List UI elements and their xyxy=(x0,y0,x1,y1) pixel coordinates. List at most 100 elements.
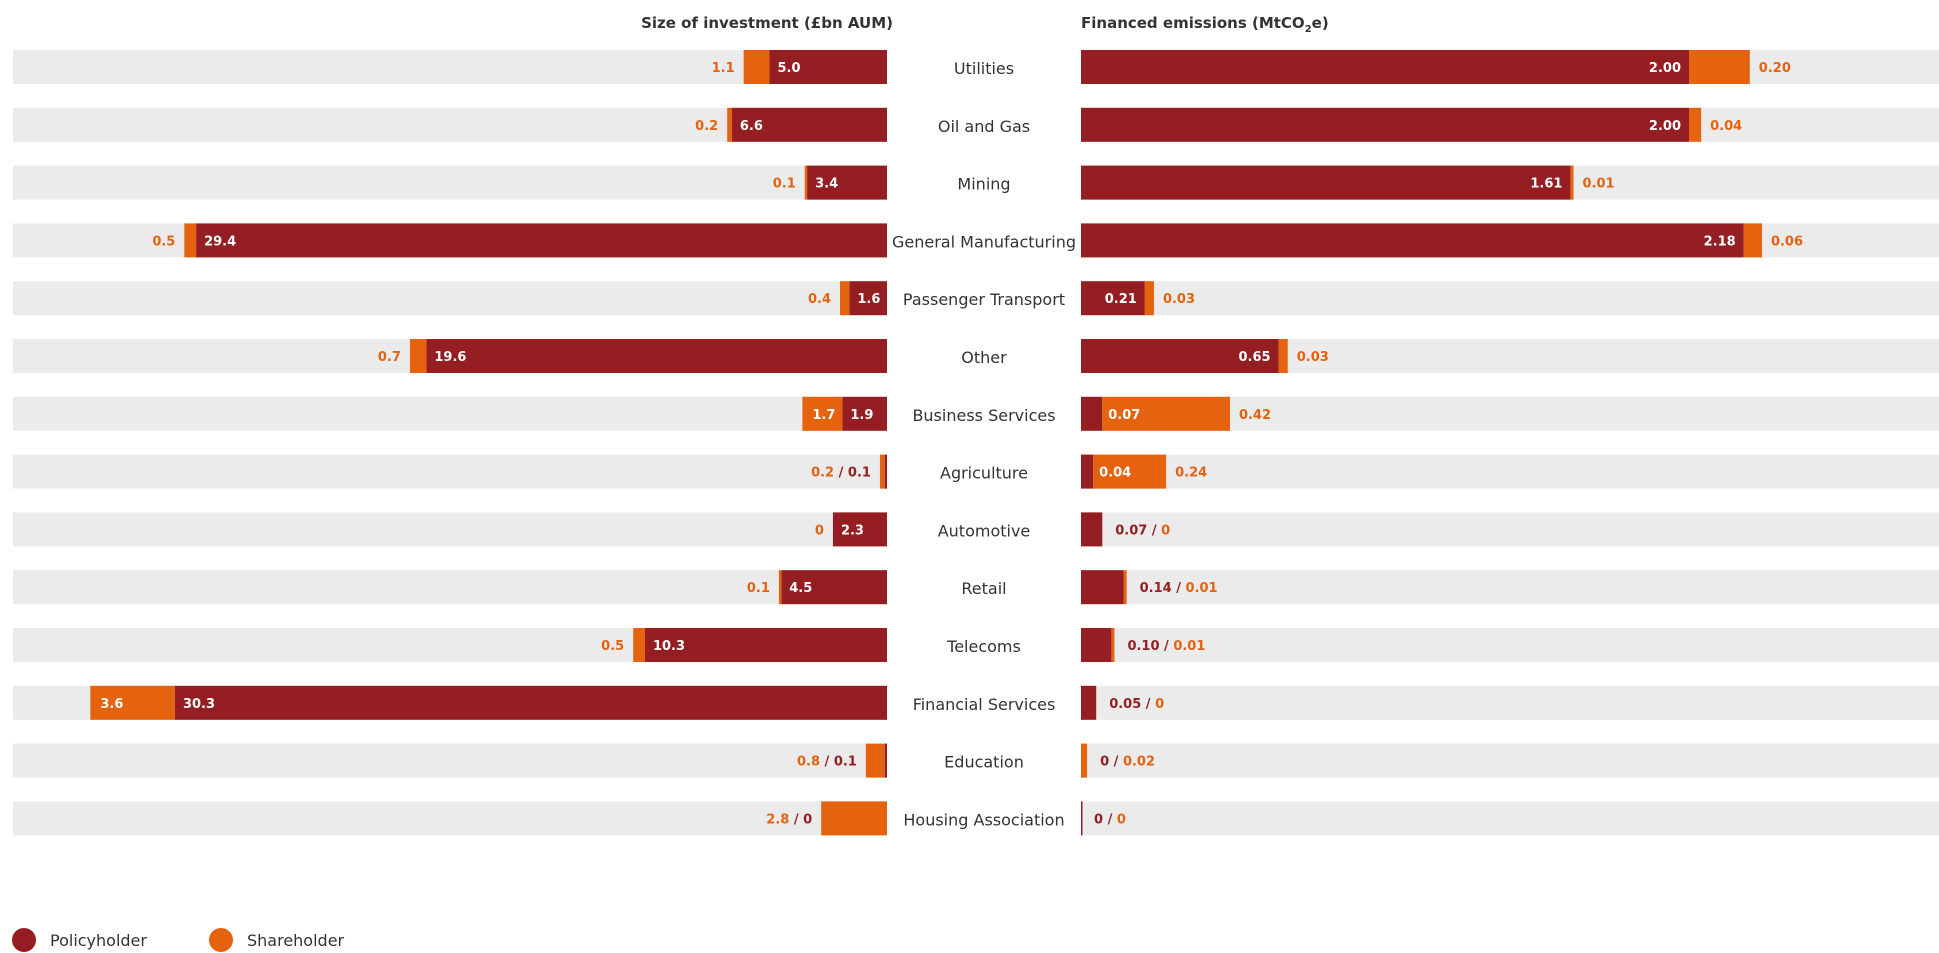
emissions-bar-shareholder xyxy=(1102,396,1230,431)
emissions-label-shareholder: 0.06 xyxy=(1771,234,1803,249)
investment-track xyxy=(13,50,887,84)
investment-bar-shareholder xyxy=(840,281,850,316)
category-label: General Manufacturing xyxy=(892,232,1076,251)
investment-bar-policyholder xyxy=(781,570,887,605)
emissions-bar-policyholder xyxy=(1081,50,1689,84)
investment-bar-shareholder xyxy=(743,50,770,84)
emissions-bar-shareholder xyxy=(1081,743,1088,778)
emissions-track xyxy=(1081,454,1939,489)
emissions-bar-shareholder xyxy=(1689,50,1750,84)
emissions-bar-shareholder xyxy=(1278,339,1288,373)
emissions-track xyxy=(1081,570,1939,605)
emissions-label-shareholder: 0.03 xyxy=(1163,292,1195,307)
emissions-bar-shareholder xyxy=(1093,454,1167,489)
investment-label-shareholder: 1.7 xyxy=(812,408,835,423)
emissions-bar-policyholder xyxy=(1081,628,1112,662)
investment-track xyxy=(13,512,887,547)
policyholder-swatch-icon xyxy=(12,928,36,952)
investment-label-policyholder: 2.3 xyxy=(841,523,864,538)
legend: Policyholder Shareholder xyxy=(12,928,344,952)
category-label: Utilities xyxy=(954,59,1014,78)
investment-bar-policyholder xyxy=(196,223,888,258)
investment-track xyxy=(13,281,887,316)
investment-label-policyholder: 5.0 xyxy=(778,61,801,76)
investment-label-combined: 0.8 / 0.1 xyxy=(797,755,857,770)
investment-label-policyholder: 4.5 xyxy=(789,581,812,596)
investment-track xyxy=(13,743,887,778)
emissions-label-combined: 0.07 / 0 xyxy=(1115,523,1170,538)
investment-label-shareholder: 0.7 xyxy=(378,350,401,365)
investment-track xyxy=(13,165,887,200)
emissions-label-shareholder: 0.04 xyxy=(1710,119,1742,134)
emissions-bar-policyholder xyxy=(1081,223,1744,258)
investment-bar-shareholder xyxy=(727,107,732,142)
investment-label-shareholder: 0.1 xyxy=(773,177,796,192)
emissions-bar-policyholder xyxy=(1081,512,1103,547)
emissions-label-shareholder: 0.24 xyxy=(1175,466,1207,481)
category-label: Housing Association xyxy=(903,810,1064,829)
investment-label-combined: 2.8 / 0 xyxy=(766,812,812,827)
investment-label-policyholder: 1.6 xyxy=(857,292,880,307)
investment-bar-policyholder xyxy=(644,628,887,662)
category-label: Passenger Transport xyxy=(903,290,1065,309)
investment-bar-policyholder xyxy=(174,685,887,720)
emissions-label-shareholder: 0.42 xyxy=(1239,408,1271,423)
investment-label-policyholder: 1.9 xyxy=(850,408,873,423)
investment-label-shareholder: 3.6 xyxy=(100,697,123,712)
investment-label-shareholder: 0.5 xyxy=(152,234,175,249)
emissions-track xyxy=(1081,628,1939,662)
investment-bar-shareholder xyxy=(184,223,197,258)
category-label: Business Services xyxy=(912,406,1055,425)
investment-bar-policyholder xyxy=(769,50,887,84)
emissions-bar-policyholder xyxy=(1081,339,1279,373)
emissions-bar-policyholder xyxy=(1081,107,1689,142)
investment-track xyxy=(13,454,887,489)
investment-track xyxy=(13,801,887,836)
emissions-track xyxy=(1081,281,1939,316)
emissions-track xyxy=(1081,743,1939,778)
legend-item-shareholder: Shareholder xyxy=(208,928,344,952)
investment-bar-policyholder xyxy=(426,339,887,373)
investment-label-shareholder: 0.1 xyxy=(747,581,770,596)
emissions-label-policyholder: 2.00 xyxy=(1649,61,1681,76)
investment-bar-shareholder xyxy=(633,628,645,662)
emissions-label-policyholder: 0.07 xyxy=(1108,408,1140,423)
investment-bar-shareholder xyxy=(90,685,175,720)
investment-label-combined: 0.2 / 0.1 xyxy=(811,466,871,481)
emissions-bar-shareholder xyxy=(1123,570,1127,605)
emissions-label-policyholder: 2.00 xyxy=(1649,119,1681,134)
emissions-label-combined: 0 / 0 xyxy=(1094,812,1126,827)
emissions-label-policyholder: 2.18 xyxy=(1704,234,1736,249)
category-label: Automotive xyxy=(938,521,1031,540)
emissions-label-shareholder: 0.03 xyxy=(1297,350,1329,365)
emissions-bar-policyholder xyxy=(1081,801,1083,836)
left-chart-title: Size of investment (£bn AUM) xyxy=(641,14,893,32)
emissions-bar-policyholder xyxy=(1081,281,1145,316)
investment-label-policyholder: 6.6 xyxy=(740,119,763,134)
emissions-bar-policyholder xyxy=(1081,685,1097,720)
emissions-bar-shareholder xyxy=(1144,281,1154,316)
investment-bar-shareholder xyxy=(821,801,887,836)
category-label: Other xyxy=(961,348,1007,367)
legend-item-policyholder: Policyholder xyxy=(12,928,147,952)
category-label: Retail xyxy=(961,579,1006,598)
emissions-label-policyholder: 0.21 xyxy=(1105,292,1137,307)
legend-label-policyholder: Policyholder xyxy=(50,930,147,950)
emissions-label-shareholder: 0.20 xyxy=(1759,61,1791,76)
emissions-label-combined: 0 / 0.02 xyxy=(1100,755,1155,770)
category-label: Mining xyxy=(957,175,1010,194)
investment-label-shareholder: 0 xyxy=(815,523,824,538)
emissions-track xyxy=(1081,512,1939,547)
emissions-bar-policyholder xyxy=(1081,454,1094,489)
emissions-label-combined: 0.10 / 0.01 xyxy=(1127,639,1205,654)
investment-track xyxy=(13,396,887,431)
emissions-label-combined: 0.05 / 0 xyxy=(1109,697,1164,712)
investment-label-policyholder: 3.4 xyxy=(815,177,838,192)
investment-label-shareholder: 1.1 xyxy=(712,61,735,76)
investment-label-policyholder: 19.6 xyxy=(434,350,466,365)
investment-label-shareholder: 0.4 xyxy=(808,292,831,307)
emissions-label-policyholder: 0.04 xyxy=(1099,466,1131,481)
investment-track xyxy=(13,570,887,605)
investment-bar-policyholder xyxy=(842,396,887,431)
